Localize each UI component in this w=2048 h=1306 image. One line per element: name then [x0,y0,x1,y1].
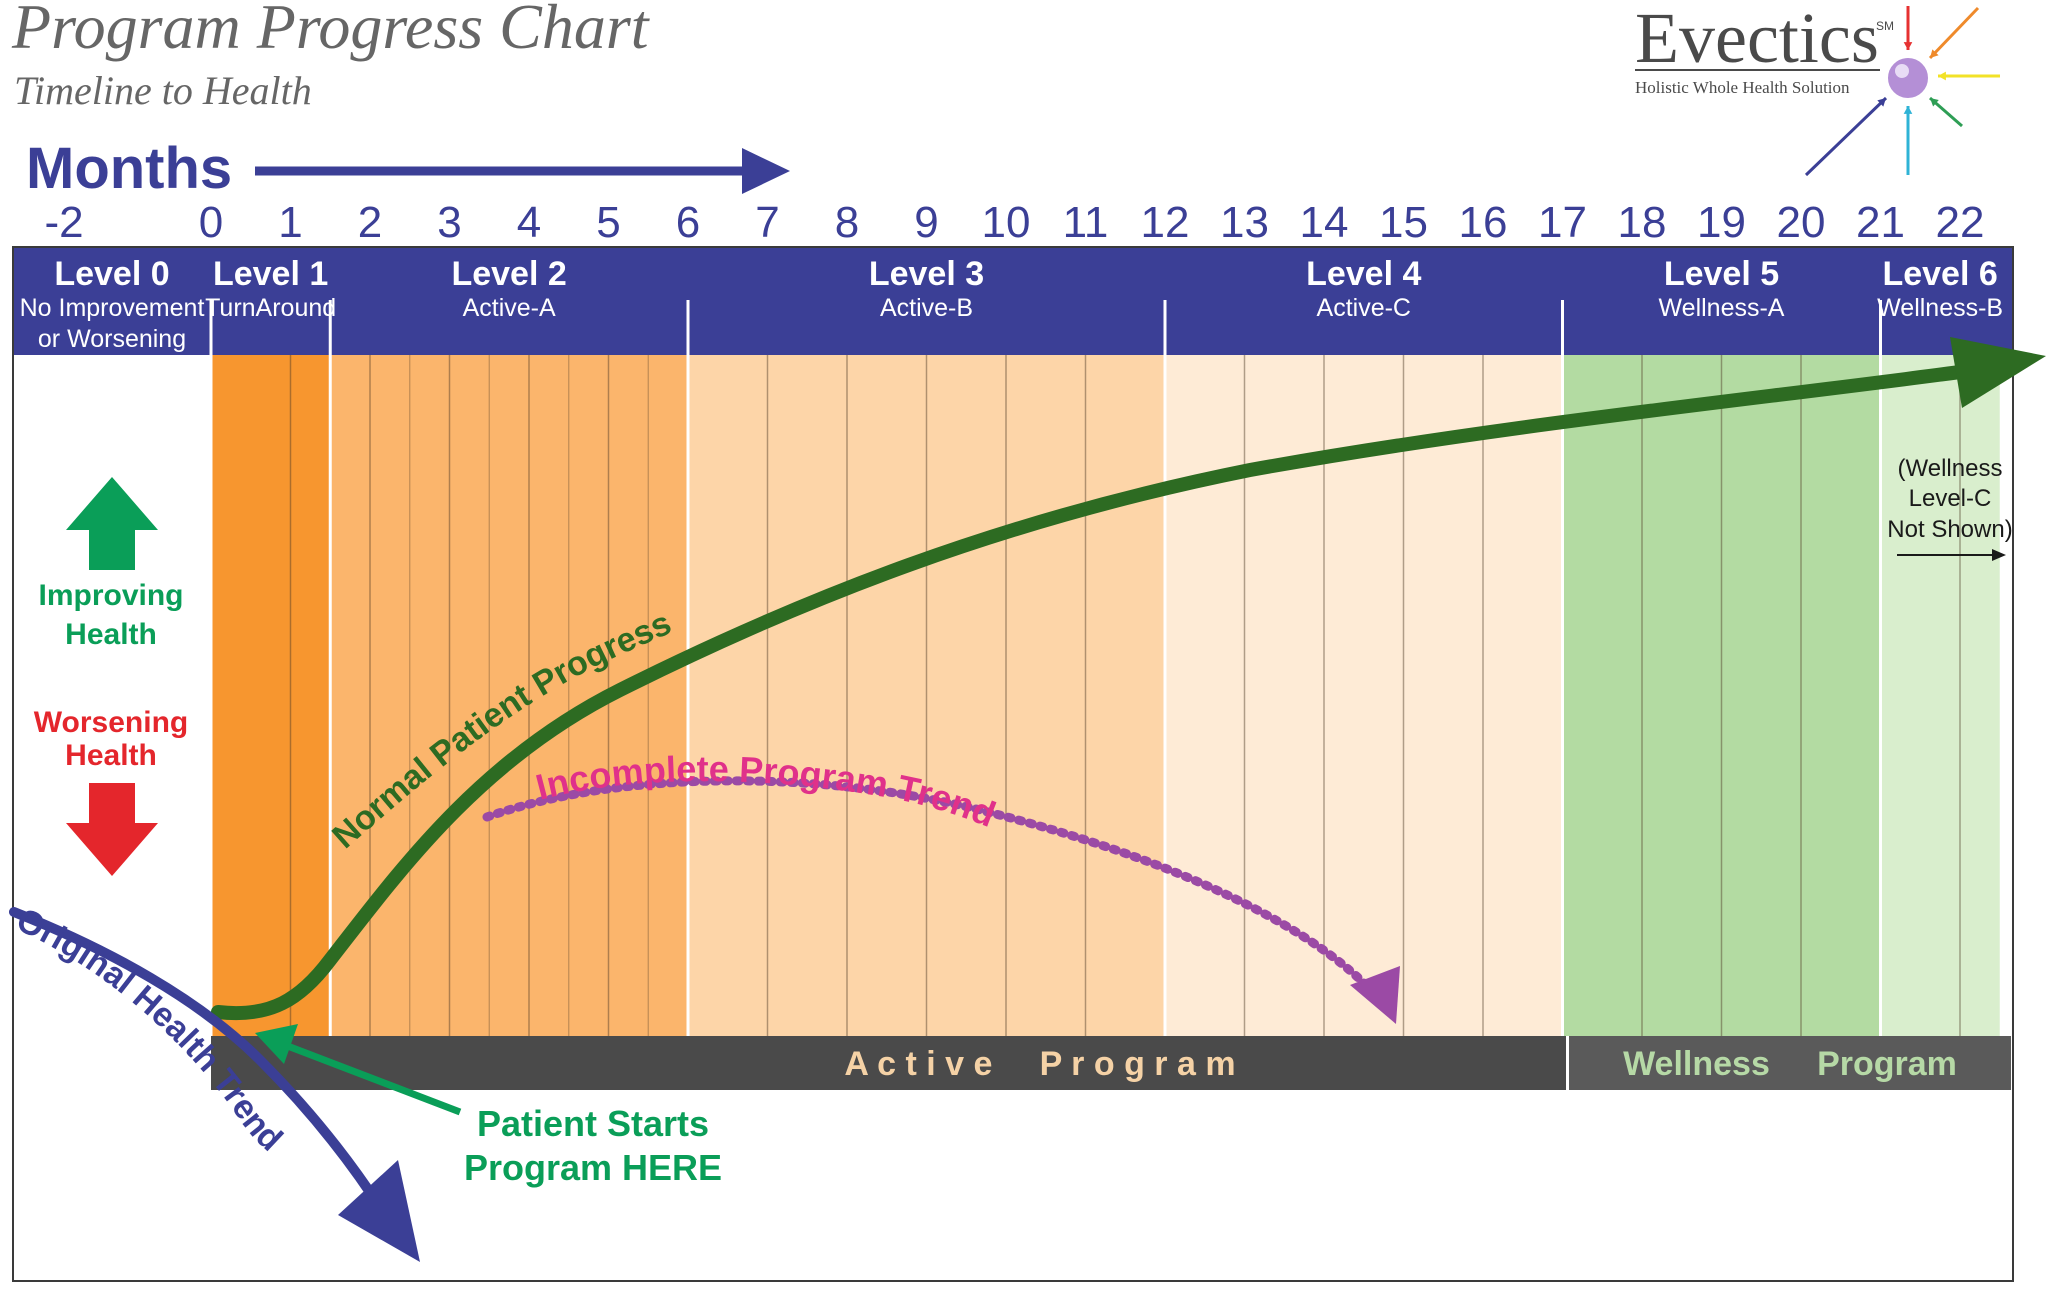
improving-label-1: Improving [38,579,183,612]
original-trend-arrow-head [338,1160,420,1262]
month-tick-label: 7 [755,198,779,247]
month-tick-label: 0 [199,198,223,247]
level-name: Level 2 [451,255,566,293]
month-tick-label: 10 [982,198,1031,247]
logo-ray-arrow-head [1903,42,1913,50]
month-tick-label: 15 [1379,198,1428,247]
level-name: Level 4 [1306,255,1421,293]
level-subtitle: or Worsening [38,325,186,353]
worsening-arrow-icon [66,783,158,876]
level-band-1 [211,355,331,1036]
month-tick-label: 18 [1618,198,1667,247]
logo-name: Evectics [1635,0,1879,78]
month-tick-label: 4 [517,198,541,247]
level-subtitle: Wellness-A [1659,294,1785,322]
month-tick-label: 2 [358,198,382,247]
wellness-note-3: Not Shown) [1887,516,2012,543]
level-band-6 [1880,355,2000,1036]
logo-tagline: Holistic Whole Health Solution [1635,78,1850,97]
logo-sphere-icon [1886,56,1930,100]
wellness-program-bar [1569,1036,2011,1090]
logo-rays [1804,6,2000,177]
normal-progress-arrow-head [1950,337,2046,408]
improving-arrow-icon [66,477,158,570]
logo-ray-arrow-icon [1804,96,1888,177]
month-gridlines [289,355,1961,1036]
logo-ray-arrow-head [1930,49,1939,58]
level-name: Level 0 [54,255,169,293]
month-tick-label: 22 [1936,198,1985,247]
month-tick-label: 6 [676,198,700,247]
active-program-bar [211,1036,1566,1090]
level-name: Level 6 [1882,255,1997,293]
start-pointer-line [283,1041,462,1116]
logo-ray-arrow-head [1877,98,1886,107]
level-subtitle: Active-C [1317,294,1411,322]
incomplete-trend-arrow-head [1350,966,1400,1024]
month-tick-label: 21 [1856,198,1905,247]
chart-title: Program Progress Chart [11,0,651,62]
logo-ray-arrow-head [1938,71,1946,81]
month-tick-label: 14 [1300,198,1349,247]
start-label-1: Patient Starts [477,1103,709,1144]
level-subtitle: No Improvement [20,294,205,322]
wellness-note-2: Level-C [1909,485,1992,512]
incomplete-trend-curve [482,776,1385,1005]
month-tick-label: 20 [1777,198,1826,247]
logo-sphere-highlight [1895,64,1909,78]
level-header-bar [13,247,2013,355]
month-tick-label: 9 [914,198,938,247]
worsening-label-1: Worsening [34,706,188,739]
chart-subtitle: Timeline to Health [14,68,312,113]
active-program-label: A c t i v e P r o g r a m [844,1045,1235,1083]
level-bands [13,355,2000,1036]
month-tick-label: 5 [596,198,620,247]
level-name: Level 3 [869,255,984,293]
original-trend-curve [9,907,390,1220]
month-tick-label: -2 [44,198,83,247]
month-ticks: -2 0 1 2 3 4 5 6 7 8 9 10 11 12 13 14 15 16 17 18 19 20 21 22 [44,198,1984,247]
month-tick-label: 13 [1220,198,1269,247]
chart-border [12,246,2014,1282]
month-tick-label: 11 [1063,198,1109,247]
level-band-3 [688,355,1165,1036]
logo-ray-arrow-head [1903,106,1913,114]
level-band-2 [330,355,688,1036]
start-label-2: Program HERE [464,1147,722,1188]
wellness-program-label: Wellness Program [1623,1045,1957,1083]
level-name: Level 1 [213,255,328,293]
month-tick-label: 1 [278,198,302,247]
level-name: Level 5 [1664,255,1779,293]
logo-ray-arrow-head [1930,98,1939,107]
month-tick-label: 19 [1697,198,1746,247]
start-pointer-arrow-head [255,1024,298,1064]
evectics-logo: Evectics SM Holistic Whole Health Soluti… [1635,0,2000,177]
wellness-note-arrow-head [1992,549,2006,561]
months-label: Months [26,136,232,201]
improving-label-2: Health [65,618,157,651]
month-tick-label: 12 [1141,198,1190,247]
normal-progress-curve [211,365,1967,1021]
level-subtitle: Active-A [463,294,556,322]
logo-mark: SM [1876,19,1894,33]
worsening-label-2: Health [65,739,157,772]
wellness-note-1: (Wellness [1898,455,2003,482]
level-band-5 [1562,355,1881,1036]
level-subtitle: Active-B [880,294,973,322]
months-arrow-head [742,148,790,194]
level-subtitle: TurnAround [205,294,336,322]
month-tick-label: 3 [437,198,461,247]
month-tick-label: 8 [835,198,859,247]
level-subtitle: Wellness-B [1877,294,2003,322]
level-headers: Level 0No Improvement or Worsening Level 1… [20,255,2003,1036]
logo-ray-arrow-icon [1928,6,1980,60]
month-tick-label: 17 [1538,198,1587,247]
month-tick-label: 16 [1459,198,1508,247]
